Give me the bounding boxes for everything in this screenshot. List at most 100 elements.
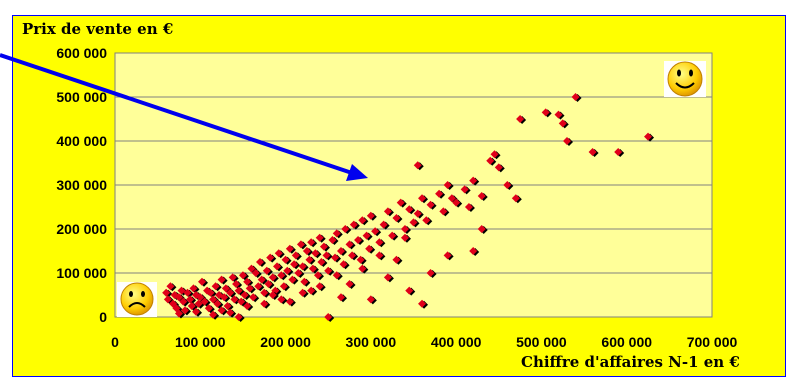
data-point <box>266 253 275 262</box>
data-point <box>206 288 215 297</box>
data-point <box>177 286 186 295</box>
data-point <box>317 258 326 266</box>
data-point <box>243 277 252 286</box>
data-point <box>477 225 486 233</box>
data-point <box>375 251 384 260</box>
y-tick-label: 100 000 <box>56 265 107 281</box>
data-point <box>426 269 435 277</box>
data-point <box>296 240 305 249</box>
data-point <box>221 284 230 293</box>
data-point <box>288 275 297 284</box>
data-point <box>422 216 431 225</box>
data-point <box>290 260 299 269</box>
y-axis-title: Prix de vente en € <box>22 20 174 38</box>
data-point <box>200 297 209 306</box>
data-point <box>302 247 311 255</box>
data-point <box>328 236 337 244</box>
data-point <box>439 207 448 216</box>
data-point <box>356 255 365 264</box>
data-point <box>238 271 247 280</box>
data-point <box>541 108 550 117</box>
data-point <box>375 238 384 247</box>
data-point <box>322 251 331 260</box>
data-point <box>268 291 277 299</box>
data-point <box>237 297 246 306</box>
data-point <box>366 295 375 304</box>
data-point <box>220 293 229 302</box>
data-point <box>371 227 380 236</box>
sad-face-icon <box>117 282 157 317</box>
data-point <box>247 264 256 273</box>
data-point <box>345 240 354 249</box>
data-point <box>392 214 401 222</box>
data-point <box>226 308 235 317</box>
annotation-arrow <box>0 53 368 181</box>
data-point <box>315 282 324 291</box>
data-point <box>264 280 273 288</box>
data-point <box>337 247 346 255</box>
data-point <box>349 220 358 229</box>
data-point <box>197 277 206 286</box>
y-axis-ticks: 0 100 000 200 000 300 000 400 000 500 000 600 … <box>56 45 107 325</box>
data-point <box>179 297 188 306</box>
data-points <box>162 93 655 322</box>
data-point <box>268 273 277 282</box>
data-point <box>217 275 226 284</box>
data-point <box>186 295 195 304</box>
data-point <box>405 205 414 214</box>
data-point <box>400 225 409 233</box>
data-point <box>563 137 572 145</box>
data-point <box>285 244 294 253</box>
data-point <box>379 220 388 229</box>
data-point <box>358 264 367 273</box>
y-tick-label: 0 <box>99 309 107 325</box>
data-point <box>260 288 269 297</box>
data-point <box>189 284 198 293</box>
data-point <box>443 251 452 260</box>
data-point <box>311 249 320 258</box>
x-tick-label: 300 000 <box>346 334 397 350</box>
data-point <box>187 302 196 310</box>
data-point <box>249 293 258 302</box>
data-point <box>211 282 220 291</box>
data-point <box>469 176 478 185</box>
data-point <box>308 264 317 273</box>
data-point <box>332 229 341 238</box>
data-point <box>486 156 495 165</box>
data-point <box>490 150 499 159</box>
data-point <box>319 242 328 251</box>
data-point <box>274 249 283 258</box>
y-tick-label: 500 000 <box>56 89 107 105</box>
data-point <box>452 198 461 207</box>
data-point <box>298 262 307 271</box>
data-point <box>554 110 563 119</box>
data-point <box>174 309 183 318</box>
data-point <box>315 233 324 242</box>
data-point <box>228 273 237 282</box>
data-point <box>392 255 401 264</box>
y-tick-label: 200 000 <box>56 221 107 237</box>
x-tick-label: 200 000 <box>260 334 311 350</box>
x-tick-label: 0 <box>111 334 119 350</box>
data-point <box>324 266 333 275</box>
data-point <box>291 251 300 260</box>
data-point <box>558 119 567 128</box>
data-point <box>339 260 348 269</box>
data-point <box>469 247 478 255</box>
data-point <box>192 307 201 316</box>
data-point <box>300 277 309 286</box>
data-point <box>230 295 239 304</box>
data-point <box>331 253 340 262</box>
x-tick-label: 500 000 <box>516 334 567 350</box>
data-point <box>614 148 623 156</box>
data-point <box>324 313 333 321</box>
data-point <box>362 231 371 240</box>
data-point <box>307 238 316 247</box>
y-tick-label: 300 000 <box>56 177 107 193</box>
data-point <box>255 258 264 266</box>
data-point <box>516 115 525 123</box>
x-axis-ticks: 0 100 000 200 000 300 000 400 000 500 000 600 … <box>111 334 737 350</box>
data-point <box>337 293 346 302</box>
